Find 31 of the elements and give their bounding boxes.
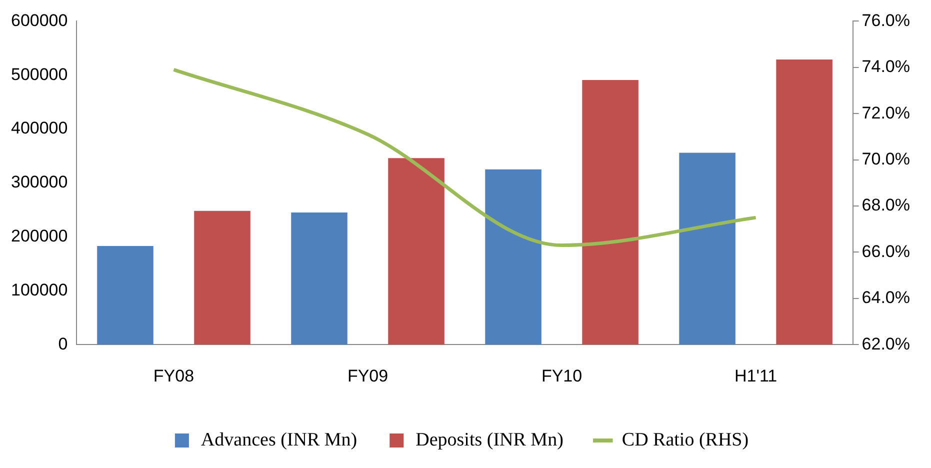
bar — [679, 152, 736, 345]
y2-tick-label: 72.0% — [862, 103, 910, 122]
bar — [291, 212, 348, 345]
y-tick-label: 200000 — [10, 226, 68, 246]
legend-label: Deposits (INR Mn) — [416, 429, 564, 450]
y2-tick-label: 74.0% — [862, 57, 910, 76]
y-tick-label: 600000 — [10, 10, 68, 30]
y-tick-label: 300000 — [10, 172, 68, 192]
x-tick-label: H1'11 — [734, 366, 778, 386]
y2-tick-label: 68.0% — [862, 196, 910, 215]
bar — [582, 80, 638, 345]
legend-label: Advances (INR Mn) — [200, 429, 358, 450]
y2-tick-label: 62.0% — [862, 334, 910, 354]
x-tick-label: FY09 — [347, 366, 388, 386]
y2-tick-label: 76.0% — [862, 10, 910, 30]
y2-tick-label: 70.0% — [862, 149, 910, 168]
bar — [97, 246, 154, 345]
y-tick-label: 100000 — [10, 280, 68, 300]
y-tick-label: 400000 — [10, 118, 68, 138]
y2-tick-label: 66.0% — [862, 242, 910, 261]
line-series — [172, 68, 758, 248]
y2-tick-label: 64.0% — [862, 288, 910, 308]
x-tick-label: FY10 — [541, 366, 582, 386]
bar — [194, 210, 250, 345]
x-tick-label: FY08 — [153, 366, 194, 386]
bar — [776, 59, 832, 345]
y-tick-label: 0 — [58, 334, 68, 354]
bar — [388, 158, 444, 345]
y-tick-label: 500000 — [10, 64, 68, 84]
bar — [485, 169, 542, 345]
legend-label: CD Ratio (RHS) — [622, 429, 749, 450]
